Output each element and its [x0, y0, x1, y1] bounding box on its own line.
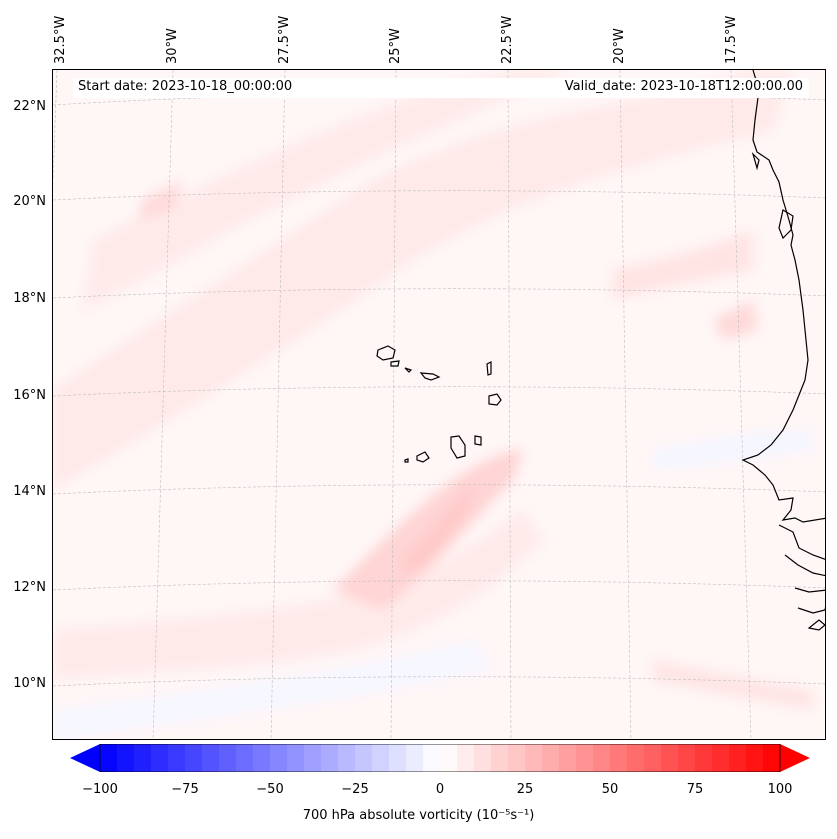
island-santa-luzia — [404, 367, 413, 373]
info-bar: Start date: 2023-10-18_00:00:00 Valid_da… — [73, 78, 809, 98]
colorbar-segment — [202, 744, 220, 772]
colorbar-segment — [321, 744, 339, 772]
colorbar-segment — [695, 744, 713, 772]
colorbar-segment — [661, 744, 679, 772]
colorbar-segment — [763, 744, 781, 772]
colorbar-segment — [151, 744, 169, 772]
colorbar-frame — [99, 744, 781, 772]
colorbar-segment — [712, 744, 730, 772]
island-maio — [474, 435, 482, 446]
colorbar-tick-label: −50 — [256, 782, 284, 797]
colorbar-segment — [593, 744, 611, 772]
colorbar-segment — [134, 744, 152, 772]
colorbar-segment — [610, 744, 628, 772]
island-sal — [486, 361, 492, 376]
island-sao-vicente — [390, 360, 400, 367]
colorbar-segment — [338, 744, 356, 772]
colorbar-segment — [185, 744, 203, 772]
vorticity-map — [53, 70, 825, 739]
colorbar-segment — [729, 744, 747, 772]
longitude-label: 30°W — [165, 28, 180, 64]
island-santo-antao — [376, 345, 396, 361]
colorbar-high-arrow — [780, 744, 810, 772]
colorbar-segment — [457, 744, 475, 772]
island-boa-vista — [488, 393, 502, 406]
latitude-label: 22°N — [13, 99, 46, 114]
colorbar-segment — [406, 744, 424, 772]
island-santiago — [450, 435, 466, 459]
colorbar-segment — [287, 744, 305, 772]
colorbar-segment — [236, 744, 254, 772]
start-date-label: Start date: 2023-10-18_00:00:00 — [78, 79, 293, 94]
colorbar-segment — [525, 744, 543, 772]
colorbar-segment — [253, 744, 271, 772]
colorbar-tick-label: −100 — [82, 782, 118, 797]
map-panel: Start date: 2023-10-18_00:00:00 Valid_da… — [52, 69, 826, 740]
colorbar-tick-label: 75 — [686, 782, 704, 797]
longitude-label: 25°W — [388, 28, 403, 64]
colorbar-segment — [117, 744, 135, 772]
colorbar-segment — [270, 744, 288, 772]
colorbar — [70, 744, 810, 772]
colorbar-segment — [542, 744, 560, 772]
colorbar-segment — [746, 744, 764, 772]
colorbar-segment — [168, 744, 186, 772]
colorbar-segment — [678, 744, 696, 772]
longitude-label: 20°W — [612, 28, 627, 64]
colorbar-label: 700 hPa absolute vorticity (10⁻⁵s⁻¹) — [302, 808, 535, 823]
cape-verde-islands — [376, 345, 502, 463]
coastline — [741, 70, 825, 631]
colorbar-segment — [559, 744, 577, 772]
latitude-label: 20°N — [13, 194, 46, 209]
colorbar-tick-label: −25 — [341, 782, 369, 797]
vorticity-shading — [53, 70, 813, 739]
colorbar-tick-label: 100 — [767, 782, 793, 797]
longitude-label: 22.5°W — [500, 15, 515, 64]
colorbar-segment — [219, 744, 237, 772]
colorbar-segment — [440, 744, 458, 772]
colorbar-tick-label: 50 — [601, 782, 619, 797]
latitude-label: 12°N — [13, 580, 46, 595]
colorbar-segment — [644, 744, 662, 772]
colorbar-segment — [576, 744, 594, 772]
colorbar-segment — [100, 744, 118, 772]
colorbar-segment — [423, 744, 441, 772]
longitude-label: 32.5°W — [53, 15, 68, 64]
island-brava — [404, 458, 409, 463]
colorbar-tick-label: 25 — [516, 782, 534, 797]
colorbar-segment — [355, 744, 373, 772]
island-fogo — [416, 451, 430, 463]
valid-date-label: Valid_date: 2023-10-18T12:00:00.00 — [564, 79, 803, 94]
latitude-label: 16°N — [13, 388, 46, 403]
latitude-label: 10°N — [13, 676, 46, 691]
colorbar-tick-label: 0 — [435, 782, 445, 797]
latitude-label: 18°N — [13, 291, 46, 306]
longitude-label: 27.5°W — [277, 15, 292, 64]
colorbar-segment — [304, 744, 322, 772]
colorbar-tick-label: −75 — [171, 782, 199, 797]
colorbar-segment — [389, 744, 407, 772]
colorbar-segment — [508, 744, 526, 772]
colorbar-segment — [627, 744, 645, 772]
colorbar-segment — [372, 744, 390, 772]
longitude-label: 17.5°W — [724, 15, 739, 64]
latitude-label: 14°N — [13, 484, 46, 499]
colorbar-segment — [474, 744, 492, 772]
island-sao-nicolau — [419, 372, 441, 381]
colorbar-segment — [491, 744, 509, 772]
colorbar-low-arrow — [70, 744, 100, 772]
